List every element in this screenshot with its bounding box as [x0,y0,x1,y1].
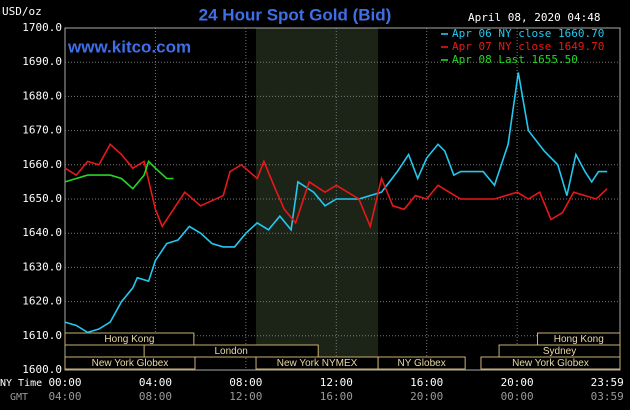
chart-title: 24 Hour Spot Gold (Bid) [199,5,392,24]
y-tick-label: 1680.0 [22,89,62,102]
x2-tick-label: 04:00 [48,390,81,403]
y-tick-label: 1660.0 [22,158,62,171]
y-tick-label: 1600.0 [22,363,62,376]
session-bar [64,356,196,370]
session-bar [377,356,466,370]
session-bar [480,356,621,370]
x-tick-label: 23:59 [591,376,624,389]
session-label: New York NYMEX [277,358,358,369]
session-label: New York Globex [512,358,589,369]
x2-tick-label: 12:00 [229,390,262,403]
session-label: New York Globex [92,358,169,369]
x-tick-label: 20:00 [501,376,534,389]
x2-tick-label: 03:59 [591,390,624,403]
session-bar [64,332,195,346]
y-tick-label: 1640.0 [22,226,62,239]
x2-tick-label: 20:00 [410,390,443,403]
session-label: London [214,346,247,357]
x-tick-label: 08:00 [229,376,262,389]
y-tick-label: 1700.0 [22,21,62,34]
legend-label: Apr 08 Last 1655.50 [452,53,578,66]
plot-frame [64,27,621,371]
legend-label: Apr 07 NY close 1649.70 [452,40,604,53]
x2-axis-label: GMT [10,392,28,403]
y-axis-label: USD/oz [2,5,42,18]
x2-tick-label: 00:00 [501,390,534,403]
session-bar [143,344,319,358]
annotation: www.kitco.com [67,37,191,56]
x2-tick-label: 08:00 [139,390,172,403]
session-label: NY Globex [398,358,446,369]
x-tick-label: 04:00 [139,376,172,389]
x2-tick-label: 16:00 [320,390,353,403]
y-tick-label: 1690.0 [22,55,62,68]
x-tick-label: 00:00 [48,376,81,389]
x-tick-label: 16:00 [410,376,443,389]
session-label: Hong Kong [554,334,604,345]
legend-label: Apr 06 NY close 1660.70 [452,27,604,40]
session-label: Hong Kong [104,334,154,345]
y-tick-label: 1650.0 [22,192,62,205]
price-line [64,159,174,190]
y-tick-label: 1620.0 [22,295,62,308]
timestamp: April 08, 2020 04:48 [468,11,600,24]
x-tick-label: 12:00 [320,376,353,389]
y-tick-label: 1670.0 [22,124,62,137]
session-label: Sydney [543,346,576,357]
x-axis-label: NY Time [0,378,42,389]
y-tick-label: 1630.0 [22,260,62,273]
y-tick-label: 1610.0 [22,329,62,342]
price-line [64,72,608,334]
